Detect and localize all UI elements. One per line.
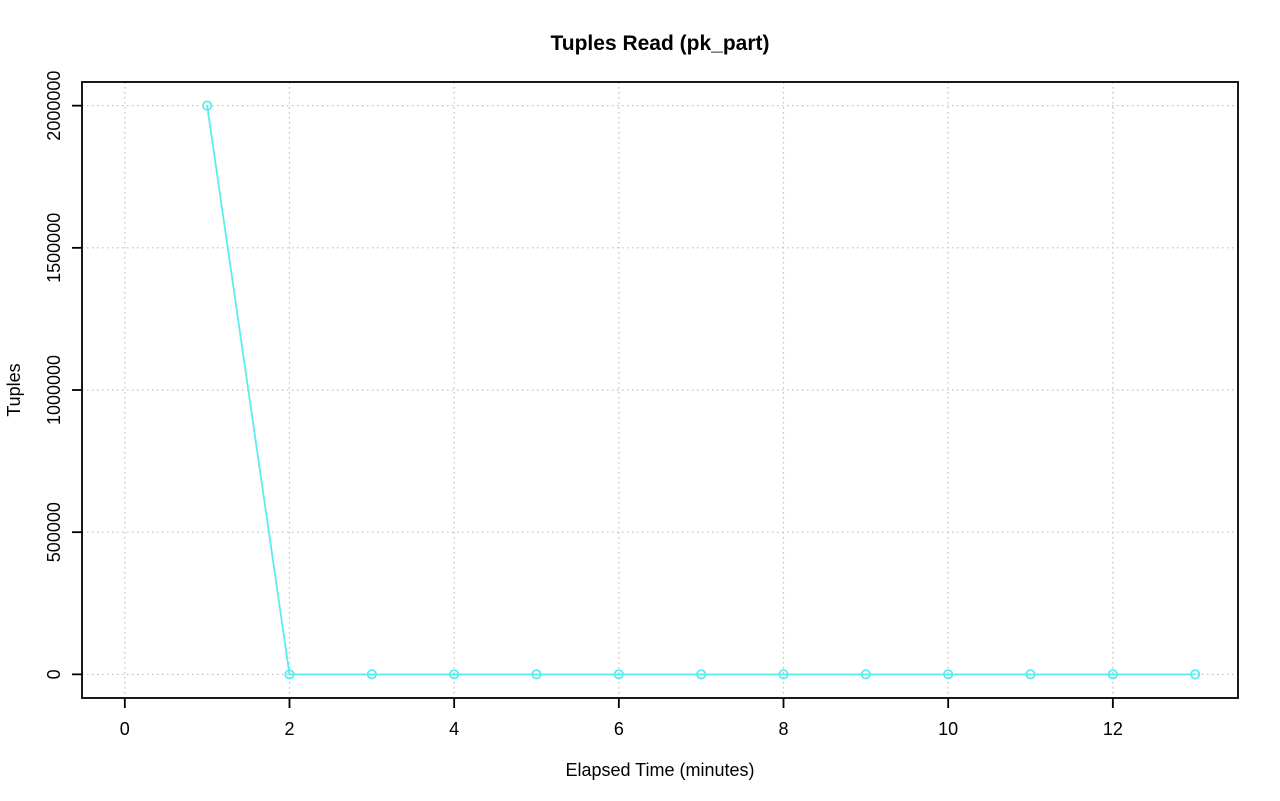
- y-tick-label: 500000: [44, 502, 64, 562]
- y-axis-label: Tuples: [4, 363, 24, 416]
- data-point: [531, 669, 542, 680]
- data-series: [202, 100, 1201, 680]
- y-tick-label: 1000000: [44, 355, 64, 425]
- data-point: [202, 100, 213, 111]
- axis-ticks: 0 2 4 6 8 10 12 0 500000 1000000 1500000 2000000: [44, 71, 1123, 739]
- data-point: [860, 669, 871, 680]
- x-tick-label: 8: [778, 719, 788, 739]
- series-line: [206, 104, 1197, 676]
- x-tick-label: 6: [614, 719, 624, 739]
- y-tick-label: 1500000: [44, 213, 64, 283]
- x-tick-label: 12: [1103, 719, 1123, 739]
- x-tick-label: 2: [284, 719, 294, 739]
- x-tick-label: 0: [120, 719, 130, 739]
- data-point: [943, 669, 954, 680]
- data-point: [366, 669, 377, 680]
- y-tick-label: 2000000: [44, 71, 64, 141]
- data-point: [284, 669, 295, 680]
- x-axis-label: Elapsed Time (minutes): [565, 760, 754, 780]
- data-point: [1190, 669, 1201, 680]
- plot-border: [81, 81, 1239, 699]
- x-tick-label: 10: [938, 719, 958, 739]
- data-point: [1025, 669, 1036, 680]
- data-point: [1107, 669, 1118, 680]
- y-tick-label: 0: [44, 669, 64, 679]
- data-point: [449, 669, 460, 680]
- data-point: [613, 669, 624, 680]
- data-point: [696, 669, 707, 680]
- x-tick-label: 4: [449, 719, 459, 739]
- chart-title: Tuples Read (pk_part): [551, 32, 770, 55]
- data-point: [778, 669, 789, 680]
- gridlines: [82, 82, 1238, 698]
